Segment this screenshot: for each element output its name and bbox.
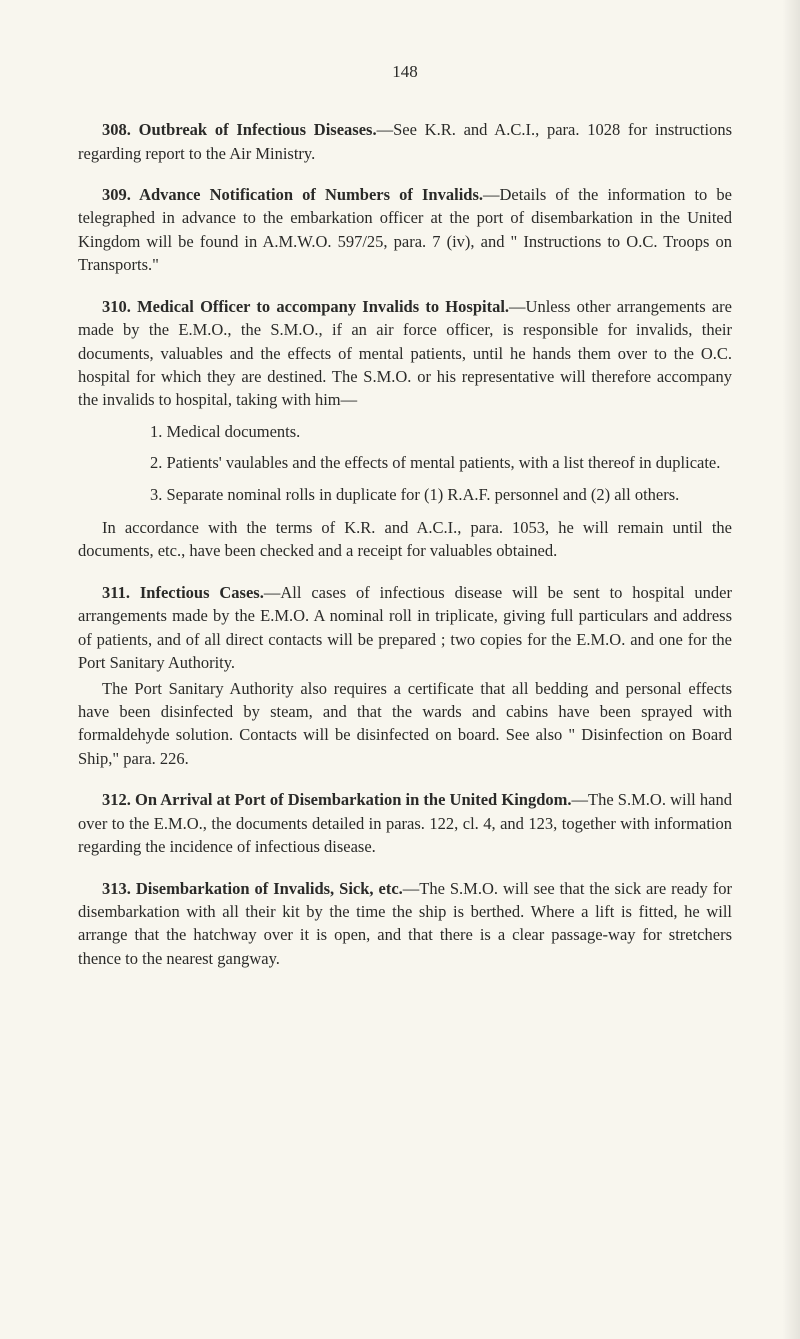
para-309-lead: 309. Advance Notification of Numbers of … (102, 185, 483, 204)
paragraph-311: 311. Infectious Cases.—All cases of infe… (78, 581, 732, 675)
paragraph-310-tail: In accordance with the terms of K.R. and… (78, 516, 732, 563)
paragraph-310: 310. Medical Officer to accompany Invali… (78, 295, 732, 412)
page-number: 148 (78, 60, 732, 84)
para-312-lead: 312. On Arrival at Port of Disembarkatio… (102, 790, 572, 809)
para-308-lead: 308. Outbreak of Infectious Diseases. (102, 120, 377, 139)
page-edge-shadow (782, 0, 800, 1339)
para-311-cont-body: The Port Sanitary Authority also require… (78, 679, 732, 768)
para-310-tail-body: In accordance with the terms of K.R. and… (78, 518, 732, 560)
paragraph-308: 308. Outbreak of Infectious Diseases.—Se… (78, 118, 732, 165)
para-311-lead: 311. Infectious Cases. (102, 583, 264, 602)
paragraph-311-cont: The Port Sanitary Authority also require… (78, 677, 732, 771)
para-310-lead: 310. Medical Officer to accompany Invali… (102, 297, 509, 316)
para-310-item-3: 3. Separate nominal rolls in duplicate f… (126, 483, 732, 506)
paragraph-309: 309. Advance Notification of Numbers of … (78, 183, 732, 277)
para-310-item-2: 2. Patients' vaulables and the effects o… (126, 451, 732, 474)
para-310-item-1: 1. Medical documents. (126, 420, 732, 443)
paragraph-313: 313. Disembarkation of Invalids, Sick, e… (78, 877, 732, 971)
para-313-lead: 313. Disembarkation of Invalids, Sick, e… (102, 879, 403, 898)
paragraph-312: 312. On Arrival at Port of Disembarkatio… (78, 788, 732, 858)
